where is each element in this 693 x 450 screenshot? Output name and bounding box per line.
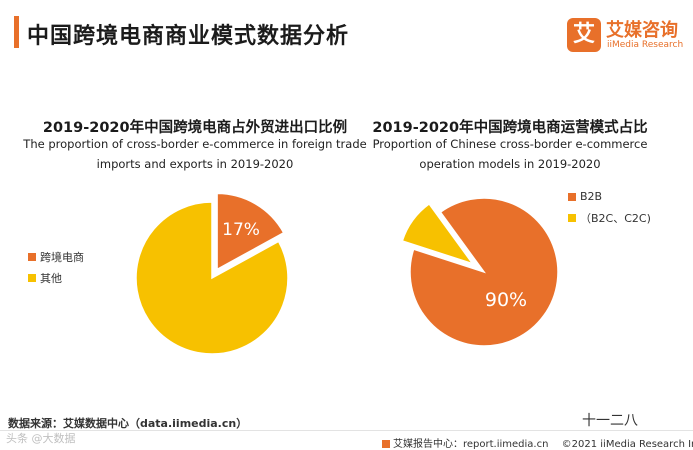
chart2-slice-1 <box>409 197 559 347</box>
copyright: ©2021 iiMedia Research Inc <box>561 439 693 450</box>
chart1-slice-1 <box>216 192 285 271</box>
watermark: 十一二八 <box>582 413 638 429</box>
footer: 艾媒报告中心：report.iimedia.cn ©2021 iiMedia R… <box>382 435 693 450</box>
brand-mark-icon: 艾 <box>567 18 601 52</box>
legend-item: （B2C、C2C) <box>568 207 651 228</box>
legend-swatch-orange <box>28 252 36 261</box>
chart2-data-label: 90% <box>485 289 527 311</box>
chart2-subtitle-line1: Proportion of Chinese cross-border e-com… <box>372 137 648 151</box>
chart1-slice-2 <box>135 201 289 355</box>
chart1-data-label: 17% <box>222 220 260 240</box>
legend-swatch-yellow <box>568 213 576 222</box>
title-accent-bar <box>14 16 19 48</box>
legend-item: B2B <box>568 186 651 207</box>
chart2-subtitle-line2: operation models in 2019-2020 <box>419 157 601 171</box>
chart1-subtitle-line2: imports and exports in 2019-2020 <box>96 157 294 171</box>
legend-label: B2B <box>580 190 603 203</box>
brand-name-en: iiMedia Research <box>607 40 684 50</box>
legend-item: 跨境电商 <box>28 246 84 267</box>
chart1-subtitle-line1: The proportion of cross-border e-commerc… <box>23 137 367 151</box>
brand-name: 艾媒咨询 <box>606 20 678 41</box>
legend-swatch-orange <box>568 192 576 201</box>
data-source: 数据来源：艾媒数据中心（data.iimedia.cn） <box>8 417 248 430</box>
chart1-legend: 跨境电商 其他 <box>28 246 84 288</box>
legend-swatch-yellow <box>28 273 36 282</box>
report-center-icon <box>382 440 390 448</box>
chart2-legend: B2B （B2C、C2C) <box>568 186 651 228</box>
report-center: 艾媒报告中心：report.iimedia.cn <box>393 439 549 450</box>
page-title: 中国跨境电商商业模式数据分析 <box>27 24 350 49</box>
chart2-slice-2 <box>401 202 475 266</box>
brand-logo: 艾 艾媒咨询 iiMedia Research <box>567 16 684 56</box>
chart1-title: 2019-2020年中国跨境电商占外贸进出口比例 <box>42 120 348 136</box>
legend-label: 其他 <box>40 271 62 285</box>
legend-label: 跨境电商 <box>40 250 84 264</box>
legend-label: （B2C、C2C) <box>580 211 651 225</box>
legend-item: 其他 <box>28 267 84 288</box>
corner-watermark: 头条 @大数据 <box>6 432 76 445</box>
footer-divider <box>0 430 693 431</box>
chart2-title: 2019-2020年中国跨境电商运营模式占比 <box>372 120 648 136</box>
